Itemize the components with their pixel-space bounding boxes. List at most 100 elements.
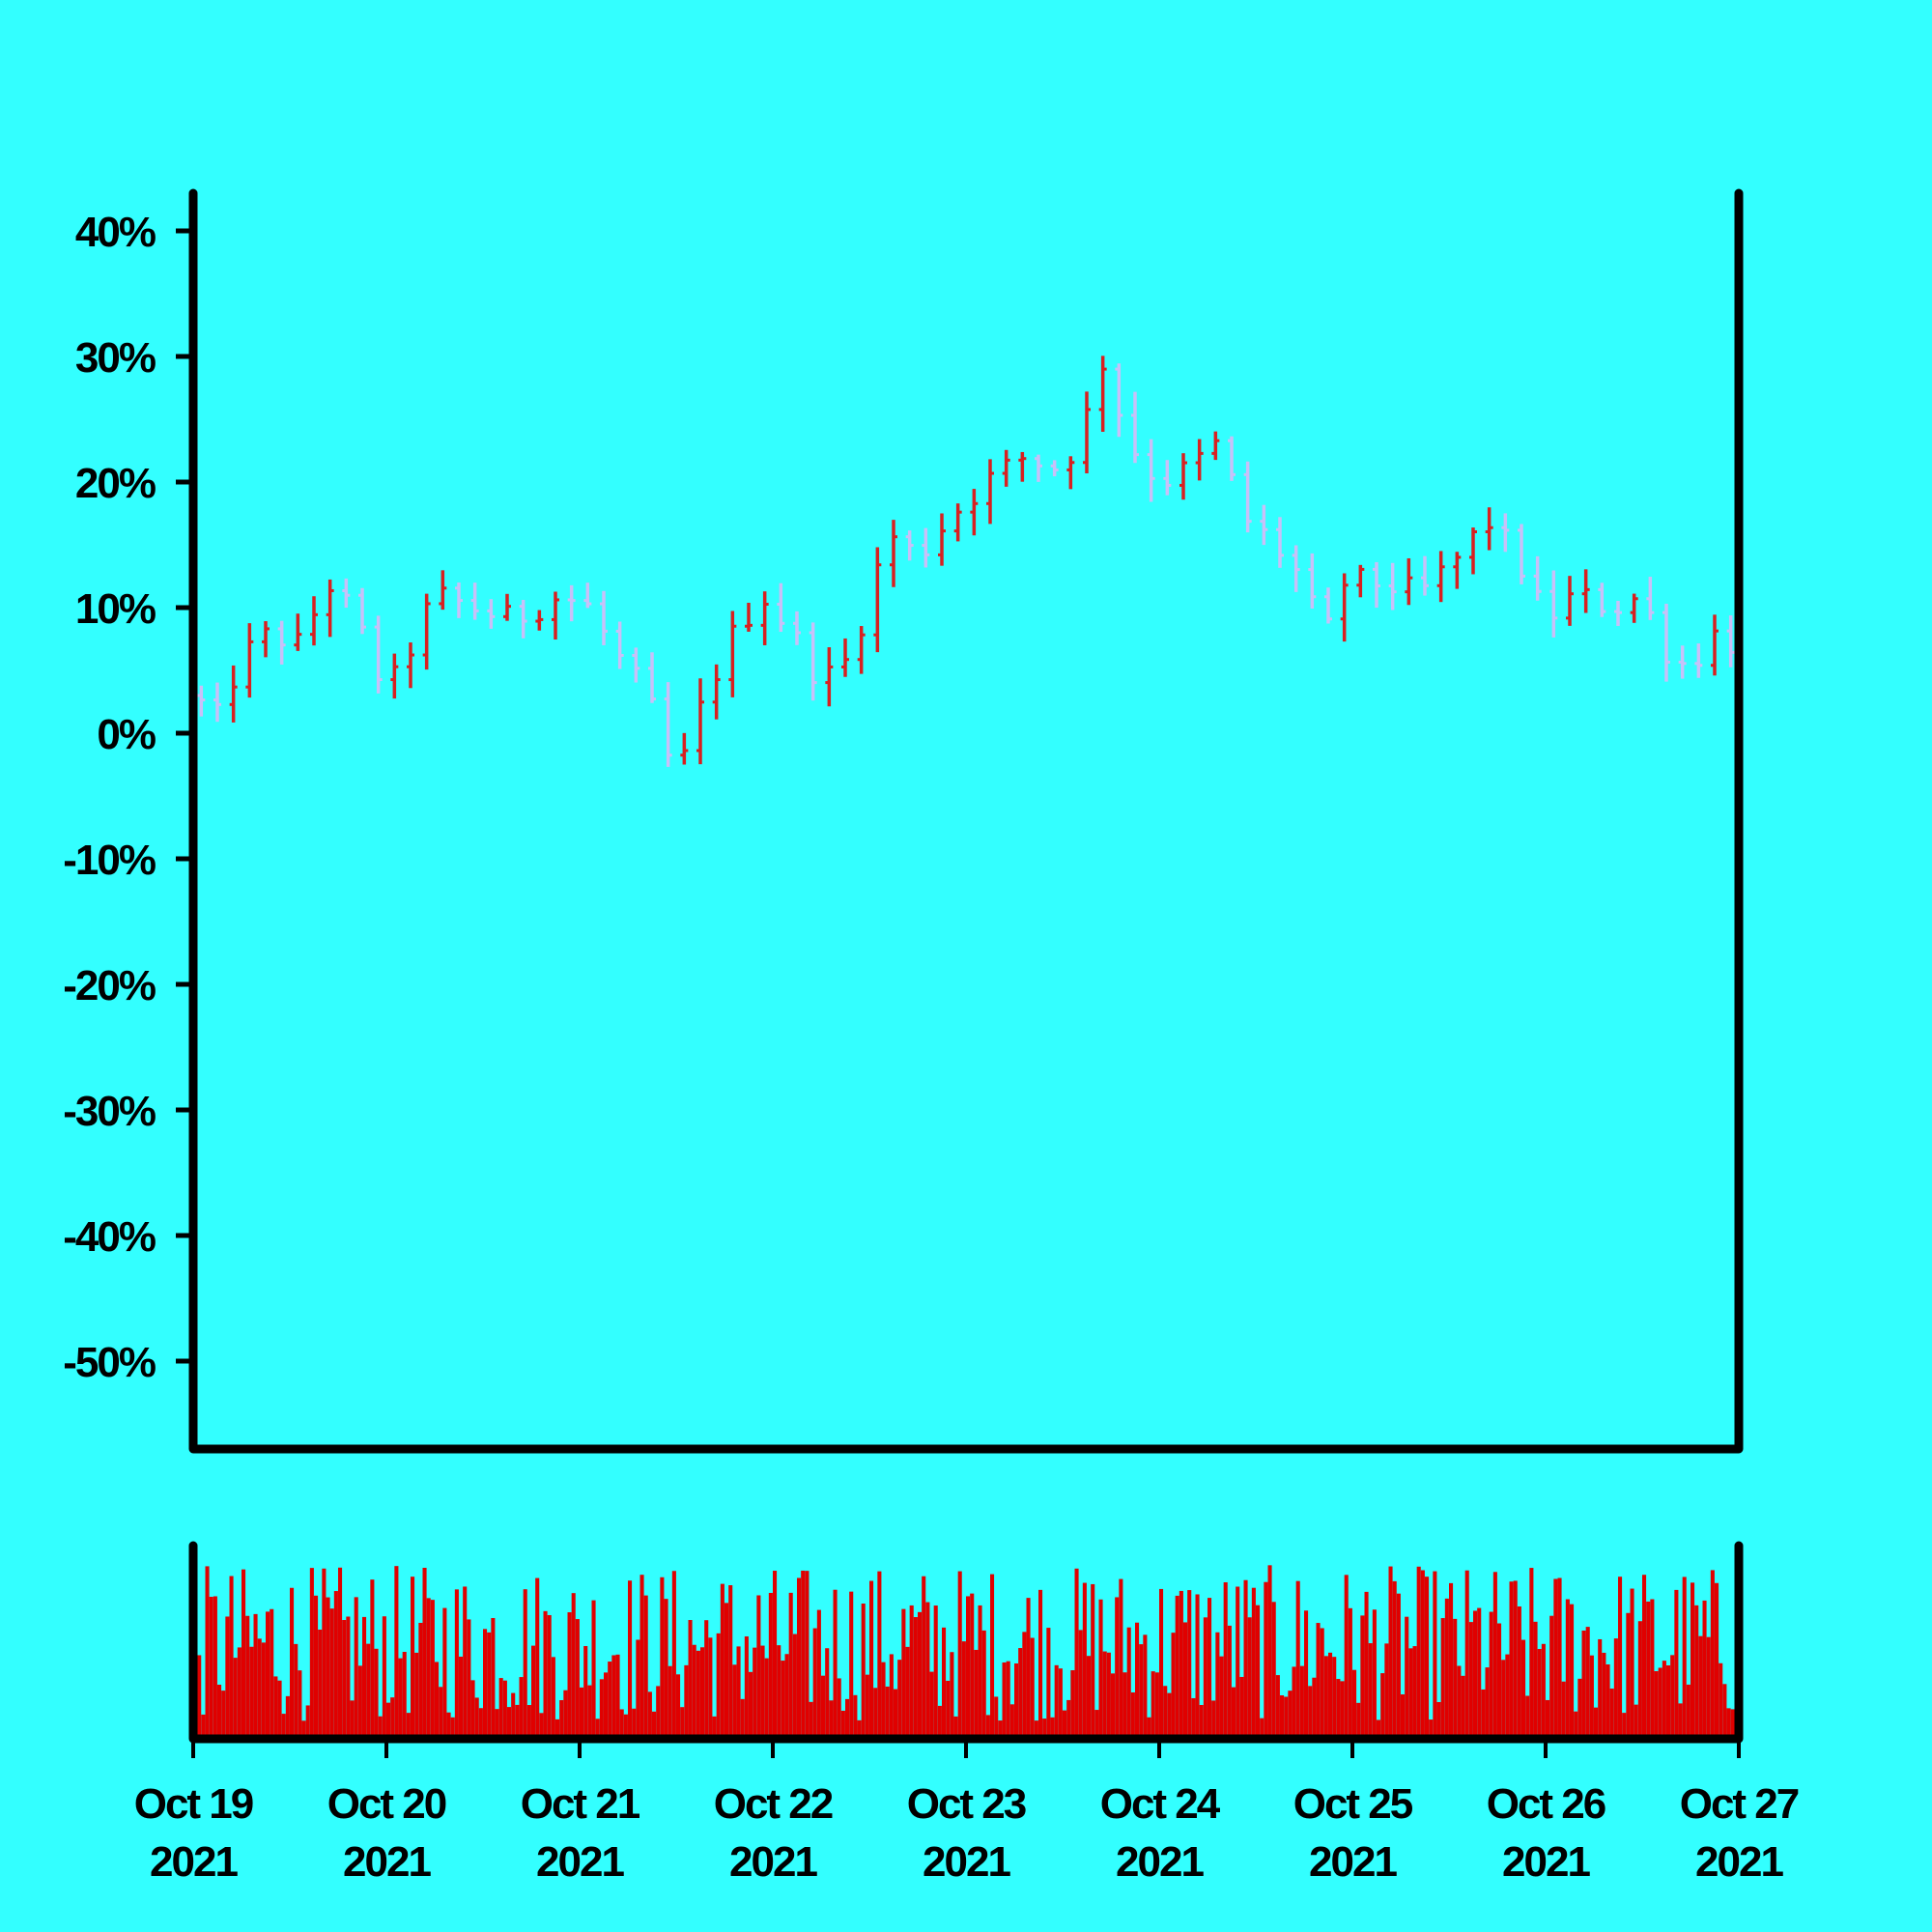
volume-bar <box>922 1576 926 1739</box>
volume-bar <box>1521 1639 1526 1739</box>
volume-bar <box>668 1665 672 1739</box>
volume-bar <box>957 1571 962 1739</box>
volume-bar <box>1009 1704 1014 1739</box>
volume-bar <box>724 1603 729 1739</box>
volume-bar <box>474 1697 479 1739</box>
volume-bar <box>394 1566 399 1739</box>
volume-bar <box>660 1577 665 1739</box>
volume-bar <box>985 1715 990 1739</box>
ohlc-bar <box>1549 570 1558 638</box>
volume-bar <box>1050 1717 1055 1739</box>
volume-bar <box>1549 1615 1554 1739</box>
volume-bar <box>1304 1610 1309 1739</box>
volume-bar <box>1457 1665 1462 1739</box>
volume-bar <box>1352 1669 1357 1739</box>
volume-bar <box>245 1615 250 1739</box>
volume-bar <box>1163 1686 1168 1739</box>
ohlc-bar <box>1356 564 1365 598</box>
volume-bar <box>1087 1656 1092 1739</box>
volume-bar <box>680 1707 685 1739</box>
x-tick-label-date: Oct 19 <box>134 1780 253 1828</box>
volume-bar <box>647 1691 652 1739</box>
ohlc-bar <box>1211 431 1220 461</box>
volume-bar <box>611 1655 616 1739</box>
volume-bar <box>1042 1719 1047 1739</box>
ohlc-bar <box>1373 561 1380 609</box>
ohlc-bar <box>1050 460 1059 477</box>
ohlc-bar <box>277 620 286 665</box>
x-tick-label-date: Oct 24 <box>1100 1780 1221 1828</box>
volume-bar <box>354 1597 358 1739</box>
volume-bar <box>837 1678 841 1739</box>
volume-bar <box>1063 1710 1067 1739</box>
volume-bar <box>1187 1590 1192 1739</box>
x-tick-label-year: 2021 <box>1502 1838 1590 1886</box>
price-bars <box>197 355 1735 767</box>
volume-bar <box>1143 1634 1148 1739</box>
volume-bar <box>298 1670 302 1739</box>
ohlc-bar <box>439 570 447 611</box>
volume-bar <box>970 1593 975 1739</box>
volume-bar <box>773 1571 778 1739</box>
volume-bar <box>1223 1581 1228 1739</box>
volume-bar <box>756 1595 761 1739</box>
volume-bar <box>463 1586 468 1739</box>
volume-bar <box>1694 1605 1699 1739</box>
volume-bar <box>1658 1667 1662 1739</box>
x-tick-label-date: Oct 22 <box>714 1780 833 1828</box>
ohlc-bar <box>229 665 238 723</box>
volume-bar <box>1622 1713 1627 1739</box>
volume-bar <box>309 1568 314 1739</box>
volume-bar <box>1662 1661 1666 1739</box>
volume-bar <box>1171 1633 1176 1739</box>
ohlc-bar <box>1566 576 1574 626</box>
volume-bar <box>712 1716 717 1739</box>
volume-bar <box>1022 1632 1027 1739</box>
volume-bar <box>1232 1687 1236 1739</box>
volume-bar <box>708 1637 713 1739</box>
volume-bar <box>1637 1621 1642 1739</box>
volume-bar <box>1126 1627 1131 1739</box>
volume-bar <box>439 1687 443 1739</box>
volume-bar <box>1275 1675 1280 1739</box>
ohlc-bar <box>519 600 527 639</box>
volume-bar <box>1115 1597 1120 1739</box>
volume-bar <box>1634 1704 1638 1739</box>
volume-bar <box>632 1708 637 1739</box>
volume-bar <box>861 1604 866 1739</box>
y-tick-label: 20% <box>75 460 156 507</box>
volume-bar <box>1191 1697 1196 1739</box>
volume-bar <box>1308 1686 1313 1739</box>
volume-bar <box>1070 1670 1075 1739</box>
volume-bar <box>777 1645 781 1739</box>
x-tick-label-year: 2021 <box>536 1838 624 1886</box>
volume-bar <box>559 1699 564 1739</box>
volume-bar <box>1497 1623 1502 1739</box>
ohlc-bar <box>809 622 817 701</box>
volume-bar <box>498 1678 503 1739</box>
ohlc-bar <box>1131 391 1139 464</box>
volume-bar <box>1247 1617 1252 1739</box>
volume-bar <box>865 1674 869 1739</box>
volume-bar <box>825 1648 830 1739</box>
volume-bar <box>1094 1710 1099 1739</box>
volume-bar <box>1505 1654 1510 1739</box>
volume-bar <box>1541 1643 1546 1739</box>
ohlc-bar <box>1163 460 1172 496</box>
volume-bar <box>1605 1663 1610 1739</box>
volume-bar <box>1336 1679 1341 1739</box>
volume-bar <box>656 1686 661 1739</box>
volume-bar <box>1074 1568 1079 1739</box>
volume-bar <box>700 1647 705 1739</box>
volume-bar <box>1098 1599 1103 1739</box>
volume-bar <box>314 1595 319 1739</box>
volume-bar <box>257 1638 262 1739</box>
volume-bar <box>197 1655 202 1739</box>
ohlc-bar <box>615 621 624 669</box>
volume-bar <box>990 1574 995 1739</box>
volume-bar <box>1102 1651 1107 1739</box>
volume-bar <box>1405 1616 1409 1739</box>
volume-bar <box>242 1569 246 1739</box>
volume-bar <box>386 1702 391 1739</box>
volume-bar <box>551 1657 555 1739</box>
